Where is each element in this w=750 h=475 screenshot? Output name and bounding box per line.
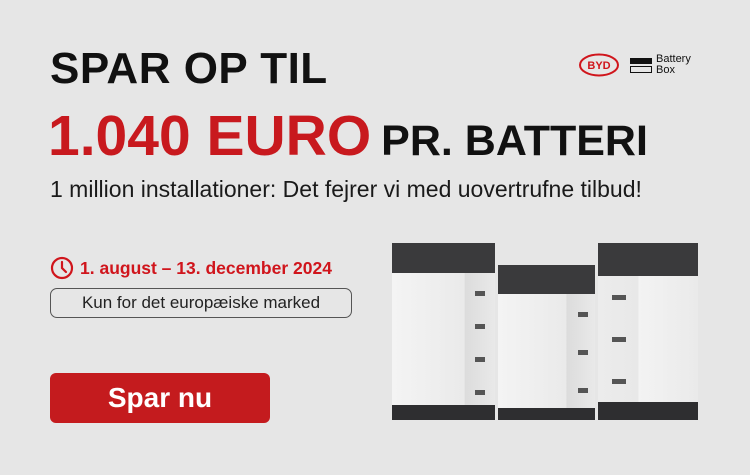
per-battery-label: PR. BATTERI — [381, 117, 648, 165]
battery-unit-right — [598, 243, 698, 420]
headline-line2: 1.040 EURO PR. BATTERI — [48, 103, 648, 169]
market-badge: Kun for det europæiske marked — [50, 288, 352, 318]
spar-nu-button[interactable]: Spar nu — [50, 373, 270, 423]
battery-box-logo: Battery Box — [630, 54, 691, 76]
svg-text:BYD: BYD — [587, 60, 610, 72]
battery-unit-middle — [498, 265, 595, 420]
clock-icon — [50, 256, 74, 280]
byd-logo: BYD — [579, 53, 619, 77]
logo-text-battery: Battery — [656, 53, 691, 65]
subtitle: 1 million installationer: Det fejrer vi … — [50, 176, 642, 202]
logo-text-box: Box — [656, 64, 675, 76]
discount-amount: 1.040 EURO — [48, 104, 372, 168]
logos: BYD Battery Box — [578, 52, 691, 78]
battery-unit-left — [392, 243, 495, 420]
headline-line1: SPAR OP TIL — [50, 44, 328, 93]
campaign-period: 1. august – 13. december 2024 — [50, 256, 332, 280]
period-text: 1. august – 13. december 2024 — [80, 257, 332, 278]
